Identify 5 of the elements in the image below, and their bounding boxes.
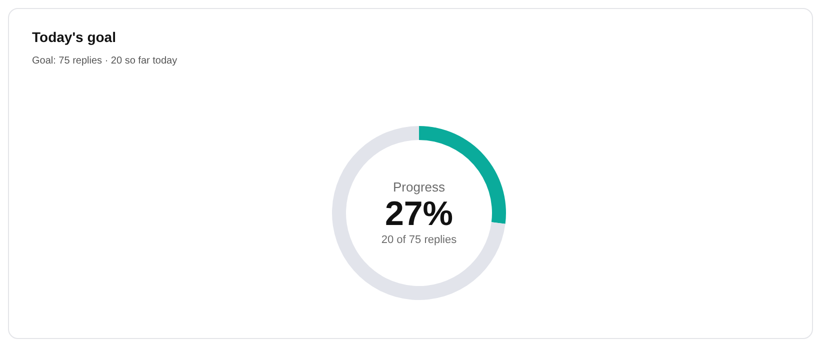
text: Goal: 75 replies · 20 so far today [32,56,178,66]
text: 27% [384,195,454,233]
text: Today's goal [32,29,116,45]
text: 20 of 75 replies [381,234,458,246]
text: Progress [392,180,446,194]
